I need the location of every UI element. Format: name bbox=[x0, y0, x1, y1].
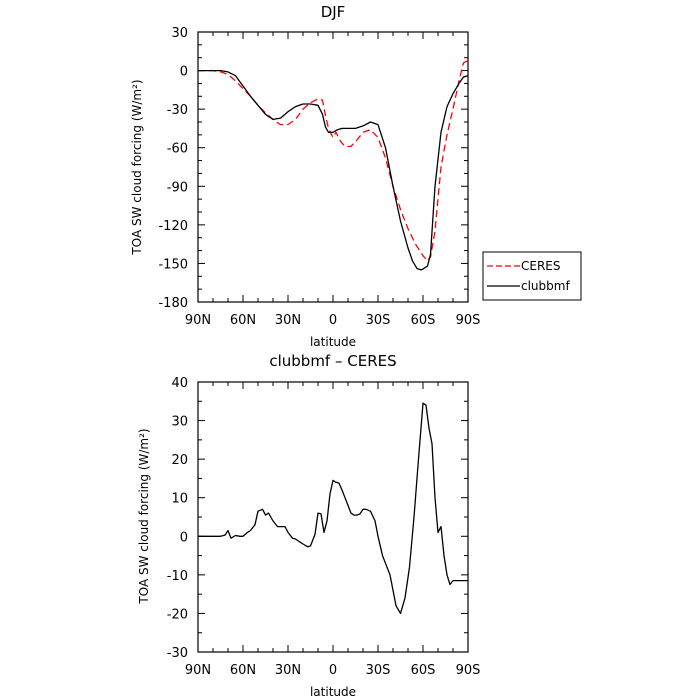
top-chart-legend: CERES clubbmf bbox=[482, 251, 582, 301]
legend-frame bbox=[482, 251, 582, 301]
bottom-chart-ticks: 40 30 20 10 0 -10 -20 -30 90N 60N 30N 0 30S 60S 90S bbox=[167, 376, 481, 678]
bottom-chart-x-tick-label: 60S bbox=[411, 663, 436, 678]
bottom-chart-y-tick-label: 0 bbox=[180, 530, 188, 545]
bottom-chart-title: clubbmf – CERES bbox=[269, 352, 396, 370]
bottom-chart-y-tick-label: 30 bbox=[171, 415, 188, 430]
top-chart-lines bbox=[198, 59, 469, 271]
bottom-chart-x-tick-label: 0 bbox=[329, 663, 337, 678]
top-chart-panel: DJF latitude TOA SW cloud forcing (W/m²)… bbox=[130, 3, 480, 349]
bottom-chart-x-tick-label: 60N bbox=[230, 663, 256, 678]
top-chart-ylabel: TOA SW cloud forcing (W/m²) bbox=[130, 79, 144, 255]
legend-label-ceres: CERES bbox=[521, 259, 561, 273]
top-chart-series-line-ceres bbox=[198, 59, 469, 262]
bottom-chart-x-tick-label: 30S bbox=[366, 663, 391, 678]
top-chart-x-tick-label: 60S bbox=[411, 313, 436, 328]
bottom-chart-y-tick-label: -10 bbox=[167, 569, 188, 584]
bottom-chart-x-tick-label: 90N bbox=[185, 663, 211, 678]
bottom-chart-x-tick-label: 30N bbox=[275, 663, 301, 678]
top-chart-y-tick-label: -90 bbox=[167, 180, 188, 195]
top-chart-y-tick-label: -120 bbox=[158, 219, 188, 234]
bottom-chart-frame bbox=[197, 381, 469, 653]
top-chart-x-tick-label: 90N bbox=[185, 313, 211, 328]
bottom-chart-y-tick-label: 10 bbox=[171, 492, 188, 507]
top-chart-title: DJF bbox=[321, 3, 346, 21]
top-chart-xlabel: latitude bbox=[310, 335, 356, 349]
top-chart-x-tick-label: 90S bbox=[456, 313, 481, 328]
top-chart-x-tick-label: 30N bbox=[275, 313, 301, 328]
bottom-chart-panel: clubbmf – CERES latitude TOA SW cloud fo… bbox=[137, 352, 480, 699]
top-chart-frame bbox=[197, 31, 469, 303]
top-chart-series-line-clubbmf bbox=[198, 69, 469, 271]
bottom-chart-y-tick-label: 40 bbox=[171, 376, 188, 391]
top-chart-y-tick-label: -30 bbox=[167, 103, 188, 118]
bottom-chart-series-line-difference bbox=[198, 402, 468, 615]
top-chart-y-tick-label: 30 bbox=[171, 26, 188, 41]
bottom-chart-y-tick-label: 20 bbox=[171, 453, 188, 468]
bottom-chart-lines bbox=[198, 402, 468, 615]
bottom-chart-y-tick-label: -30 bbox=[167, 646, 188, 661]
bottom-chart-x-tick-label: 90S bbox=[456, 663, 481, 678]
top-chart-y-tick-label: 0 bbox=[180, 65, 188, 80]
top-chart-y-tick-label: -180 bbox=[158, 296, 188, 311]
legend-label-clubbmf: clubbmf bbox=[521, 279, 570, 293]
top-chart-y-tick-label: -60 bbox=[167, 142, 188, 157]
top-chart-x-tick-label: 0 bbox=[329, 313, 337, 328]
top-chart-x-tick-label: 60N bbox=[230, 313, 256, 328]
bottom-chart-y-tick-label: -20 bbox=[167, 607, 188, 622]
top-chart-x-tick-label: 30S bbox=[366, 313, 391, 328]
top-chart-ticks: 30 0 -30 -60 -90 -120 -150 -180 90N 60N 30N 0 30S 60S… bbox=[158, 26, 480, 328]
bottom-chart-xlabel: latitude bbox=[310, 685, 356, 699]
bottom-chart-ylabel: TOA SW cloud forcing (W/m²) bbox=[137, 428, 151, 604]
top-chart-y-tick-label: -150 bbox=[158, 257, 188, 272]
